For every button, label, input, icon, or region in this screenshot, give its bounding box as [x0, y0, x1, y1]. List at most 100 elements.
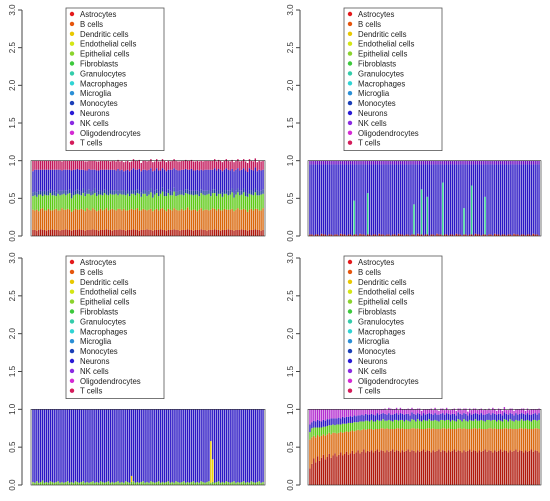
- bar-segment: [32, 481, 34, 485]
- bar-segment: [376, 419, 379, 430]
- bar-segment: [472, 164, 475, 236]
- bar-segment: [169, 209, 171, 230]
- bar-segment: [262, 169, 264, 190]
- bar-segment: [397, 160, 400, 165]
- legend-label: T cells: [80, 387, 102, 396]
- bar-segment: [204, 160, 206, 170]
- bar-segment: [117, 190, 119, 196]
- bar-segment: [378, 420, 380, 430]
- bar-segment: [78, 160, 81, 170]
- legend-marker: [69, 110, 75, 116]
- y-tick-label: 0.0: [8, 479, 17, 491]
- bar-segment: [134, 409, 137, 483]
- bar-segment: [55, 208, 57, 230]
- bar-segment: [241, 209, 243, 230]
- bar-segment: [132, 481, 135, 485]
- bar-segment: [148, 229, 150, 236]
- bar-segment: [250, 409, 253, 482]
- bar-segment: [80, 229, 82, 236]
- bar-segment: [347, 432, 350, 455]
- bar-segment: [345, 431, 348, 452]
- bar-segment: [61, 190, 63, 195]
- bar-segment: [113, 409, 115, 483]
- bar-segment: [36, 481, 38, 485]
- bar-segment: [386, 234, 388, 236]
- bar-segment: [186, 229, 189, 236]
- bar-segment: [241, 229, 243, 236]
- bar-segment: [47, 195, 50, 209]
- bar-segment: [334, 453, 336, 485]
- bar-segment: [175, 229, 177, 236]
- bar-segment: [434, 413, 436, 420]
- bar-segment: [138, 210, 140, 231]
- bar-segment: [365, 413, 367, 421]
- bar-segment: [262, 189, 264, 194]
- bar-segment: [45, 230, 48, 236]
- bar-segment: [45, 481, 48, 485]
- bar-segment: [413, 164, 415, 205]
- bar-segment: [482, 410, 484, 415]
- bar-segment: [192, 230, 195, 236]
- bar-segment: [395, 164, 398, 236]
- bar-segment: [341, 455, 344, 485]
- bar-segment: [113, 194, 115, 210]
- bar-segment: [98, 210, 100, 231]
- bar-segment: [357, 409, 359, 416]
- bar-segment: [407, 449, 409, 485]
- bar-segment: [159, 482, 162, 485]
- legend-label: Neurons: [358, 109, 388, 118]
- bar-segment: [393, 413, 396, 420]
- bar-segment: [315, 164, 317, 235]
- bar-segment: [128, 409, 131, 483]
- bar-segment: [128, 229, 131, 236]
- bar-segment: [420, 189, 423, 235]
- bar-segment: [84, 482, 86, 485]
- bar-segment: [422, 160, 425, 165]
- bar-segment: [453, 449, 456, 485]
- bar-segment: [134, 209, 137, 230]
- bar-segment: [313, 458, 315, 485]
- bar-segment: [507, 421, 509, 430]
- bar-segment: [436, 164, 438, 234]
- legend-label: Macrophages: [358, 79, 405, 88]
- bar-segment: [165, 192, 168, 197]
- legend-marker: [347, 11, 353, 17]
- bar-segment: [119, 170, 121, 191]
- bar-segment: [41, 191, 44, 197]
- legend-label: Microglia: [358, 337, 390, 346]
- bar-segment: [453, 408, 456, 414]
- bar-segment: [480, 429, 482, 452]
- bar-segment: [401, 450, 404, 485]
- bar-segment: [338, 160, 340, 165]
- bar-segment: [486, 235, 488, 236]
- bar-segment: [244, 161, 247, 171]
- bar-segment: [188, 194, 191, 210]
- bar-segment: [345, 409, 348, 417]
- bar-segment: [432, 450, 434, 485]
- bar-segment: [210, 482, 212, 485]
- bar-segment: [499, 449, 502, 485]
- bar-segment: [154, 194, 156, 210]
- bar-segment: [353, 431, 355, 454]
- bar-segment: [244, 482, 247, 485]
- bar-segment: [532, 164, 534, 234]
- bar-segment: [470, 185, 473, 235]
- bar-segment: [254, 188, 256, 193]
- bar-segment: [51, 210, 53, 230]
- bar-segment: [212, 208, 214, 230]
- bar-segment: [210, 209, 212, 230]
- bar-segment: [370, 164, 373, 236]
- bar-segment: [161, 481, 164, 485]
- bar-segment: [434, 160, 436, 165]
- bar-segment: [138, 193, 140, 211]
- bar-segment: [440, 164, 442, 235]
- bar-segment: [134, 195, 137, 210]
- bar-segment: [163, 191, 166, 197]
- bar-segment: [119, 190, 121, 194]
- bar-segment: [146, 481, 148, 485]
- bar-segment: [185, 159, 187, 169]
- bar-segment: [463, 408, 465, 414]
- bar-segment: [390, 160, 392, 165]
- bar-segment: [109, 229, 111, 236]
